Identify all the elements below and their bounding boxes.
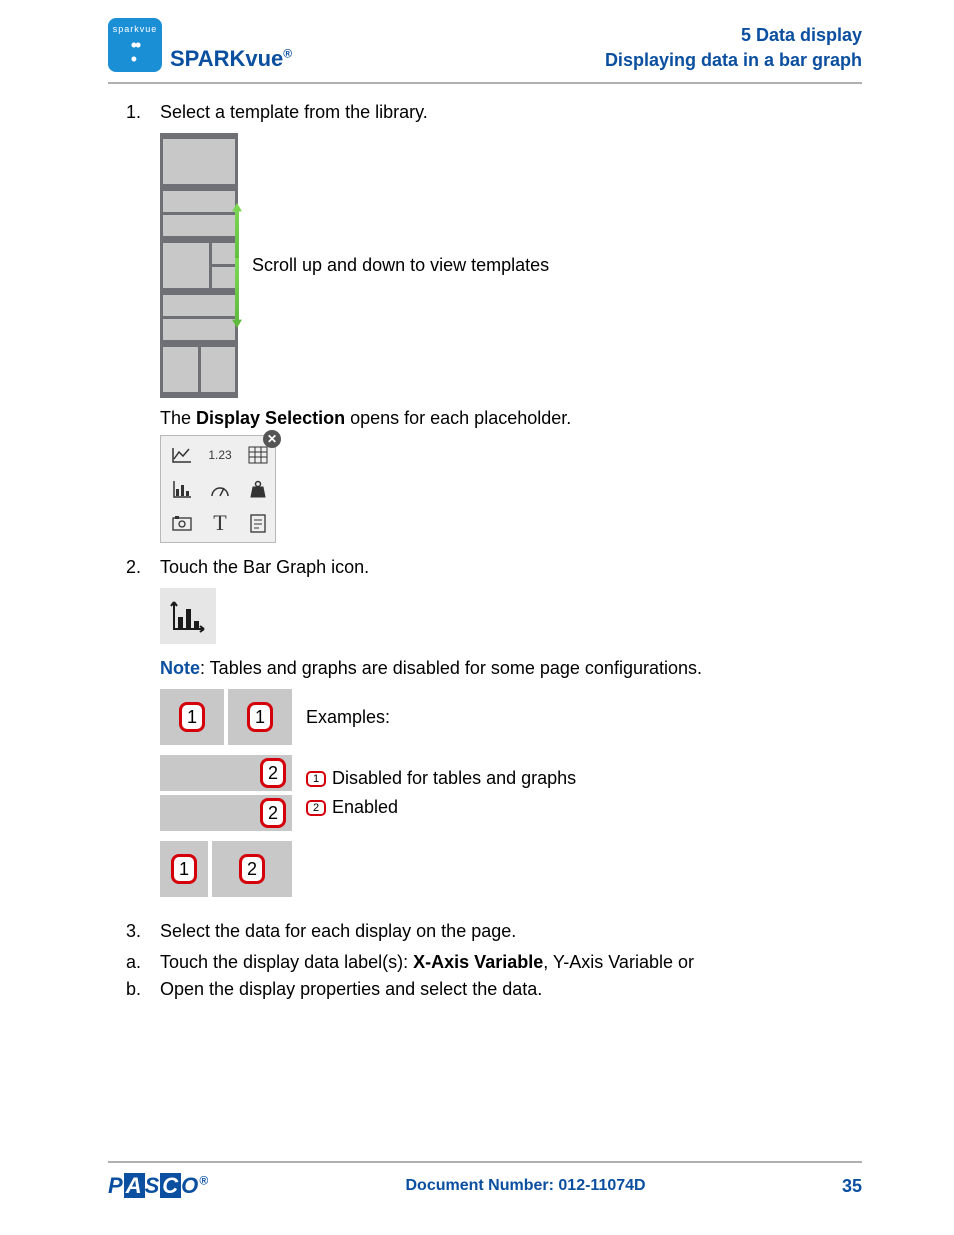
step-1-text: Select a template from the library. (160, 102, 862, 123)
template-strip-caption: Scroll up and down to view templates (252, 255, 549, 276)
template-thumb-3[interactable] (163, 243, 235, 288)
example-1-left-pane: 1 (160, 689, 224, 745)
template-thumb-5[interactable] (163, 347, 235, 392)
legend-block: 1 Disabled for tables and graphs 2 Enabled (306, 768, 576, 818)
substep-a: a. Touch the display data label(s): X-Ax… (126, 952, 862, 973)
page-footer: PASCO® Document Number: 012-11074D 35 (108, 1161, 862, 1199)
example-3-right-pane: 2 (212, 841, 292, 897)
badge-1: 1 (171, 854, 197, 884)
step-2-number: 2. (126, 557, 160, 907)
step-2: 2. Touch the Bar Graph icon. Note: Table… (126, 557, 862, 907)
badge-1: 1 (247, 702, 273, 732)
template-thumb-2[interactable] (163, 191, 235, 236)
step-3-text: Select the data for each display on the … (160, 921, 862, 942)
brand-text: SPARKvue (170, 46, 283, 71)
camera-icon[interactable] (167, 510, 197, 536)
mini-badge-1: 1 (306, 771, 326, 787)
ds-bold: Display Selection (196, 408, 345, 428)
display-selection-palette: ✕ 1.23 (160, 435, 276, 543)
ds-pre: The (160, 408, 196, 428)
note-text: : Tables and graphs are disabled for som… (200, 658, 702, 678)
page-header: sparkvue ••• SPARKvue® 5 Data display Di… (108, 18, 862, 82)
close-icon[interactable]: ✕ (263, 430, 281, 448)
substep-b-text: Open the display properties and select t… (160, 979, 862, 1000)
section-number-title: 5 Data display (605, 23, 862, 47)
step-1-number: 1. (126, 102, 160, 543)
legend-enabled-text: Enabled (332, 797, 398, 817)
section-subtitle: Displaying data in a bar graph (605, 48, 862, 72)
sa-post: , Y-Axis Variable or (543, 952, 694, 972)
note-line: Note: Tables and graphs are disabled for… (160, 658, 862, 679)
line-graph-icon[interactable] (167, 442, 197, 468)
bar-graph-icon[interactable] (167, 476, 197, 502)
step-3-number: 3. (126, 921, 160, 942)
meter-icon[interactable] (205, 476, 235, 502)
text-icon[interactable]: T (205, 510, 235, 536)
sa-pre: Touch the display data label(s): (160, 952, 413, 972)
step-3: 3. Select the data for each display on t… (126, 921, 862, 942)
page-number: 35 (842, 1176, 862, 1197)
example-2-bottom-pane: 2 (160, 795, 292, 831)
example-1-right-pane: 1 (228, 689, 292, 745)
substep-b-number: b. (126, 979, 160, 1000)
substep-a-number: a. (126, 952, 160, 973)
badge-2: 2 (260, 798, 286, 828)
badge-2: 2 (260, 758, 286, 788)
document-number: Document Number: 012-11074D (406, 1177, 646, 1195)
header-left: sparkvue ••• SPARKvue® (108, 18, 292, 72)
logo-text: sparkvue (113, 24, 158, 34)
step-2-text: Touch the Bar Graph icon. (160, 557, 862, 578)
logo-dots-icon: ••• (131, 38, 140, 66)
example-2-top-pane: 2 (160, 755, 292, 791)
assessment-icon[interactable] (243, 510, 273, 536)
example-row-1: 1 1 Examples: (160, 689, 862, 745)
display-selection-sentence: The Display Selection opens for each pla… (160, 408, 862, 429)
header-rule (108, 82, 862, 84)
template-thumb-4[interactable] (163, 295, 235, 340)
mini-badge-2: 2 (306, 800, 326, 816)
legend-enabled: 2 Enabled (306, 797, 576, 818)
digits-icon[interactable]: 1.23 (205, 442, 235, 468)
example-row-3: 1 2 (160, 841, 862, 897)
example-3-left-pane: 1 (160, 841, 208, 897)
ds-post: opens for each placeholder. (345, 408, 571, 428)
sparkvue-logo-icon: sparkvue ••• (108, 18, 162, 72)
template-library-figure: Scroll up and down to view templates (160, 133, 862, 398)
legend-disabled-text: Disabled for tables and graphs (332, 768, 576, 788)
step-1: 1. Select a template from the library. S… (126, 102, 862, 543)
substep-a-text: Touch the display data label(s): X-Axis … (160, 952, 862, 973)
badge-2: 2 (239, 854, 265, 884)
substep-b: b. Open the display properties and selec… (126, 979, 862, 1000)
brand-name: SPARKvue® (170, 46, 292, 72)
template-thumb-1[interactable] (163, 139, 235, 184)
example-row-2: 2 2 1 Disabled for tables and graphs 2 Ena… (160, 755, 862, 831)
pasco-logo: PASCO® (108, 1173, 209, 1199)
sa-bold: X-Axis Variable (413, 952, 543, 972)
bar-graph-tile-icon[interactable] (160, 588, 216, 644)
content-body: 1. Select a template from the library. S… (108, 102, 862, 1000)
header-right: 5 Data display Displaying data in a bar … (605, 23, 862, 72)
note-label: Note (160, 658, 200, 678)
legend-disabled: 1 Disabled for tables and graphs (306, 768, 576, 789)
brand-registered: ® (283, 47, 292, 61)
template-strip (160, 133, 238, 398)
weight-icon[interactable] (243, 476, 273, 502)
examples-label: Examples: (306, 707, 390, 728)
badge-1: 1 (179, 702, 205, 732)
